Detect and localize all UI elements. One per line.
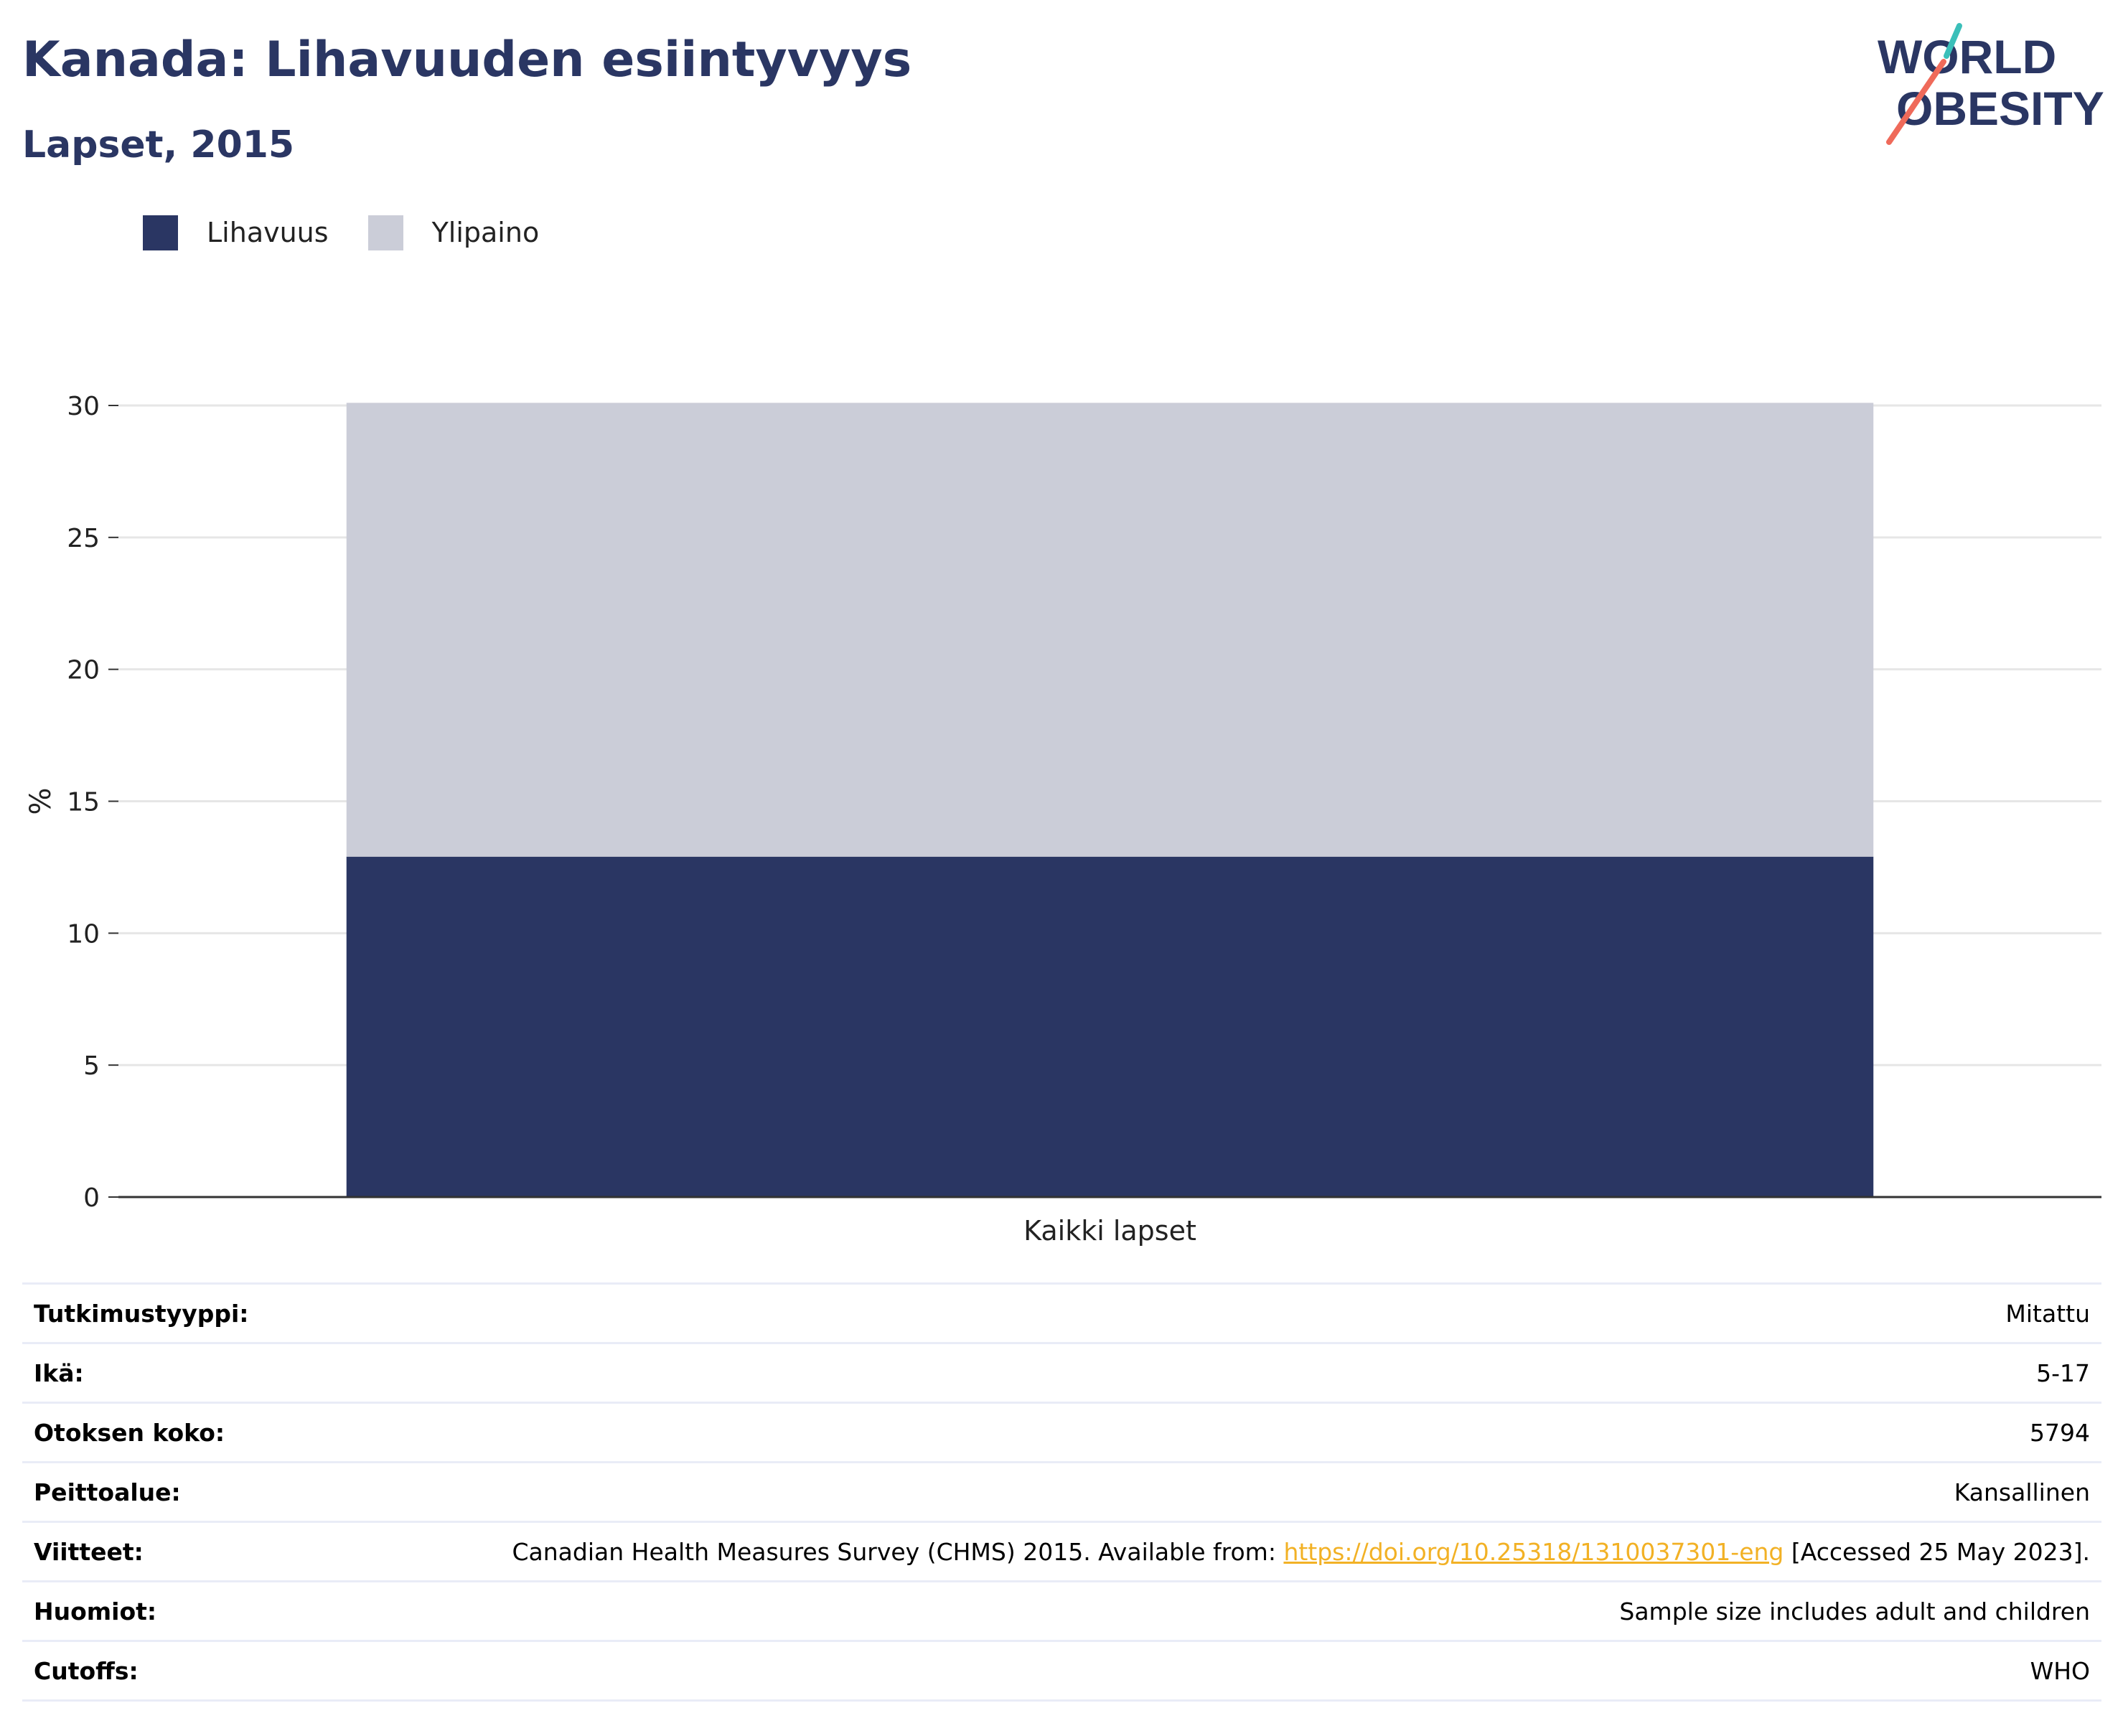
legend-label-ylipaino: Ylipaino bbox=[431, 217, 540, 248]
row-label: Otoksen koko: bbox=[34, 1418, 225, 1447]
table-row: Tutkimustyyppi: Mitattu bbox=[22, 1283, 2101, 1343]
y-tick-label: 30 bbox=[67, 392, 100, 421]
legend-swatch-lihavuus bbox=[143, 215, 178, 250]
metadata-table: Tutkimustyyppi: Mitattu Ikä: 5-17 Otokse… bbox=[22, 1282, 2101, 1702]
legend: Lihavuus Ylipaino bbox=[143, 212, 578, 253]
reference-text: Canadian Health Measures Survey (CHMS) 2… bbox=[512, 1537, 1284, 1566]
chart-subtitle: Lapset, 2015 bbox=[22, 123, 295, 166]
x-tick-label: Kaikki lapset bbox=[1023, 1215, 1196, 1247]
legend-item-lihavuus[interactable]: Lihavuus bbox=[143, 215, 329, 250]
y-tick-label: 0 bbox=[83, 1183, 100, 1213]
table-row: Otoksen koko: 5794 bbox=[22, 1402, 2101, 1463]
reference-link[interactable]: https://doi.org/10.25318/1310037301-eng bbox=[1283, 1537, 1784, 1566]
bar-segment bbox=[346, 856, 1874, 1197]
logo-word-world: WORLD bbox=[1878, 30, 2056, 83]
table-row: Ikä: 5-17 bbox=[22, 1343, 2101, 1403]
y-tick-label: 25 bbox=[67, 524, 100, 553]
row-label: Cutoffs: bbox=[34, 1656, 139, 1685]
y-tick-label: 20 bbox=[67, 656, 100, 685]
row-value: Mitattu bbox=[2005, 1299, 2090, 1328]
row-value: WHO bbox=[2030, 1656, 2090, 1685]
logo-slash-teal bbox=[1944, 23, 1962, 59]
reference-accessed: [Accessed 25 May 2023]. bbox=[1784, 1537, 2090, 1566]
row-value: 5794 bbox=[2030, 1418, 2090, 1447]
y-tick-label: 15 bbox=[67, 788, 100, 817]
row-label: Peittoalue: bbox=[34, 1478, 181, 1506]
y-tick-label: 5 bbox=[83, 1051, 100, 1081]
row-value: Sample size includes adult and children bbox=[1619, 1597, 2090, 1625]
world-obesity-logo: WORLD OBESITY bbox=[1878, 23, 2104, 145]
table-row: Cutoffs: WHO bbox=[22, 1641, 2101, 1701]
logo-word-obesity: OBESITY bbox=[1896, 82, 2104, 135]
bar-chart: 0 5 10 15 20 25 30 Kaikki lapset% bbox=[24, 392, 2101, 1247]
row-value: 5-17 bbox=[2036, 1359, 2090, 1387]
legend-swatch-ylipaino bbox=[367, 215, 403, 250]
table-row: Viitteet: Canadian Health Measures Surve… bbox=[22, 1521, 2101, 1582]
y-tick-label: 10 bbox=[67, 919, 100, 949]
y-axis-label: % bbox=[24, 787, 57, 815]
legend-label-lihavuus: Lihavuus bbox=[207, 217, 329, 248]
table-row: Huomiot: Sample size includes adult and … bbox=[22, 1581, 2101, 1641]
logo-slash-coral bbox=[1886, 59, 1946, 145]
row-value: Kansallinen bbox=[1954, 1478, 2090, 1506]
row-label: Tutkimustyyppi: bbox=[34, 1299, 249, 1328]
row-label: Viitteet: bbox=[34, 1537, 144, 1566]
row-value-reference: Canadian Health Measures Survey (CHMS) 2… bbox=[291, 1522, 2101, 1582]
bar-segment bbox=[346, 403, 1874, 857]
legend-item-ylipaino[interactable]: Ylipaino bbox=[367, 215, 540, 250]
row-label: Ikä: bbox=[34, 1359, 84, 1387]
row-label: Huomiot: bbox=[34, 1597, 157, 1625]
chart-title: Kanada: Lihavuuden esiintyvyys bbox=[22, 32, 912, 88]
table-row: Peittoalue: Kansallinen bbox=[22, 1462, 2101, 1522]
